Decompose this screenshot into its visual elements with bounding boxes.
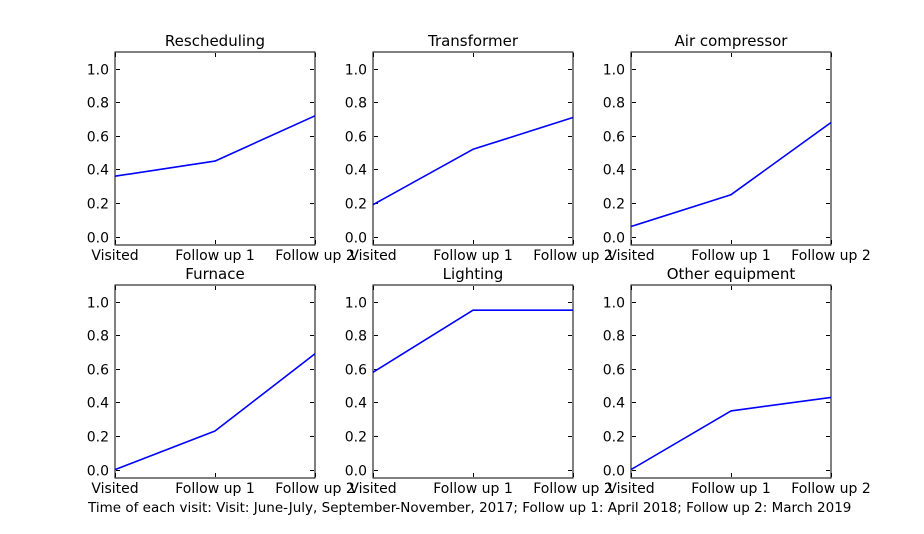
subplot-title: Rescheduling (165, 32, 265, 50)
data-line (114, 353, 316, 471)
y-tick-label: 0.6 (87, 130, 109, 146)
y-tick-label: 0.4 (603, 396, 625, 412)
y-tick-label: 1.0 (603, 63, 625, 79)
y-tick-label: 0.0 (345, 231, 367, 247)
x-tick-label: Visited (607, 481, 654, 497)
x-tick-label: Visited (607, 248, 654, 264)
subplot-title: Other equipment (667, 265, 796, 283)
data-line (372, 309, 573, 373)
axes-frame (114, 284, 316, 479)
data-line (372, 116, 574, 206)
y-tick-label: 0.8 (345, 329, 367, 345)
subplot-lighting: 0.0 0.2 0.4 0.6 0.8 1.0 Visited Follow up 1 Foll… (345, 265, 613, 497)
y-tick-label: 0.2 (345, 430, 367, 446)
y-tick-label: 0.6 (87, 363, 109, 379)
y-tick-label: 1.0 (603, 296, 625, 312)
y-tick-label: 0.6 (345, 130, 367, 146)
axes-frame (372, 51, 574, 246)
y-tick-label: 0.0 (87, 464, 109, 480)
x-tick-label: Follow up 1 (433, 481, 512, 497)
y-tick-label: 1.0 (87, 63, 109, 79)
y-tick-label: 0.6 (603, 363, 625, 379)
y-tick-label: 0.8 (87, 329, 109, 345)
y-tick-label: 0.0 (345, 464, 367, 480)
x-tick-label: Visited (349, 248, 396, 264)
subplot-air-compressor: 0.0 0.2 0.4 0.6 0.8 1.0 Visited Follow up 1 Foll… (603, 32, 871, 264)
y-tick-label: 0.8 (603, 96, 625, 112)
y-tick-label: 0.4 (603, 163, 625, 179)
subplot-title: Transformer (427, 32, 519, 50)
x-tick-label: Follow up 1 (175, 481, 254, 497)
x-tick-label: Follow up 2 (791, 481, 870, 497)
figure-caption: Time of each visit: Visit: June-July, Se… (88, 500, 852, 516)
x-tick-label: Follow up 1 (175, 248, 254, 264)
axes-frame (630, 51, 832, 246)
data-line (114, 115, 316, 177)
axes-frame (372, 284, 574, 479)
y-tick-label: 0.0 (87, 231, 109, 247)
y-tick-label: 0.2 (345, 197, 367, 213)
x-tick-label: Visited (91, 248, 138, 264)
data-line (630, 121, 832, 228)
subplot-other-equipment: 0.0 0.2 0.4 0.6 0.8 1.0 Visited Follow up 1 Foll… (603, 265, 871, 497)
subplot-title: Lighting (443, 265, 504, 283)
y-tick-label: 0.2 (87, 197, 109, 213)
y-tick-label: 0.4 (87, 396, 109, 412)
y-tick-label: 0.8 (87, 96, 109, 112)
y-tick-label: 0.4 (87, 163, 109, 179)
x-tick-label: Follow up 2 (275, 481, 354, 497)
y-tick-label: 0.0 (603, 464, 625, 480)
y-tick-label: 0.2 (87, 430, 109, 446)
axes-frame (630, 284, 832, 479)
y-tick-label: 0.0 (603, 231, 625, 247)
y-tick-label: 1.0 (87, 296, 109, 312)
x-tick-label: Follow up 2 (791, 248, 870, 264)
x-tick-label: Follow up 1 (433, 248, 512, 264)
x-tick-label: Follow up 2 (533, 481, 612, 497)
x-tick-label: Follow up 2 (275, 248, 354, 264)
y-tick-label: 0.6 (603, 130, 625, 146)
subplot-title: Air compressor (675, 32, 789, 50)
y-tick-label: 0.4 (345, 163, 367, 179)
y-tick-label: 0.8 (345, 96, 367, 112)
y-tick-label: 0.2 (603, 197, 625, 213)
y-tick-label: 1.0 (345, 296, 367, 312)
x-tick-label: Visited (91, 481, 138, 497)
subplot-transformer: 0.0 0.2 0.4 0.6 0.8 1.0 Visited Follow up 1 Foll… (345, 32, 613, 264)
subplot-rescheduling: 0.0 0.2 0.4 0.6 0.8 1.0 Visited Follow up 1 Foll… (87, 32, 355, 264)
subplot-title: Furnace (185, 265, 244, 283)
y-tick-label: 0.8 (603, 329, 625, 345)
y-tick-label: 1.0 (345, 63, 367, 79)
data-line (630, 396, 832, 471)
x-tick-label: Visited (349, 481, 396, 497)
axes-frame (114, 51, 316, 246)
y-tick-label: 0.6 (345, 363, 367, 379)
x-tick-label: Follow up 1 (691, 248, 770, 264)
subplot-furnace: 0.0 0.2 0.4 0.6 0.8 1.0 Visited Follow up 1 Foll… (87, 265, 355, 497)
y-tick-label: 0.4 (345, 396, 367, 412)
x-tick-label: Follow up 2 (533, 248, 612, 264)
y-tick-label: 0.2 (603, 430, 625, 446)
x-tick-label: Follow up 1 (691, 481, 770, 497)
